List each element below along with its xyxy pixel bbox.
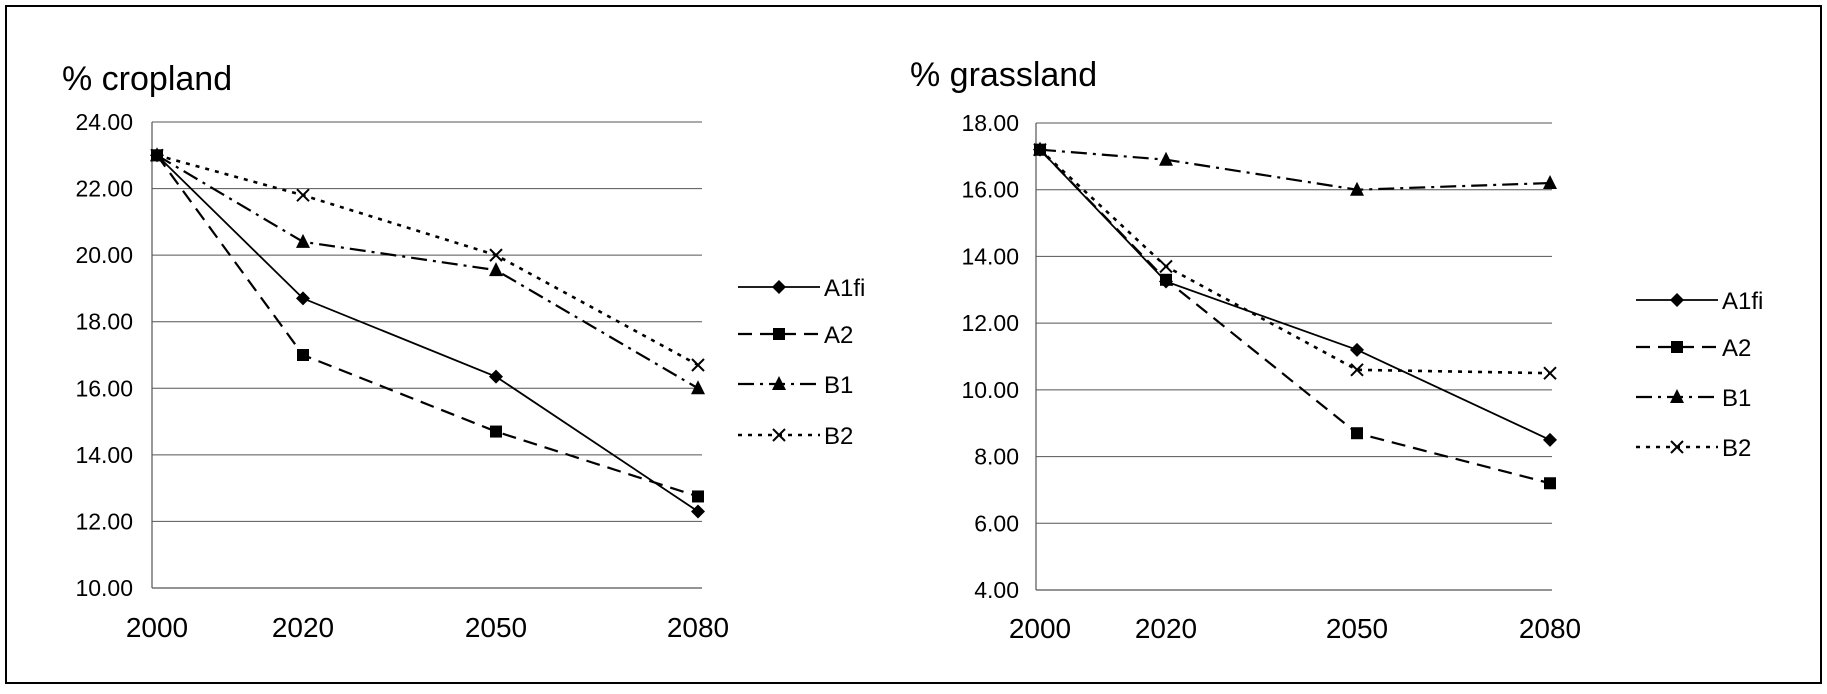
chart-title: % cropland	[62, 60, 232, 98]
y-tick-label: 14.00	[961, 243, 1019, 269]
legend-triangle-marker	[1670, 389, 1684, 403]
x-tick-label: 2080	[667, 612, 729, 643]
cross-marker	[1159, 259, 1173, 274]
x-tick-label: 2080	[1519, 613, 1581, 644]
y-tick-label: 22.00	[75, 176, 133, 202]
y-tick-label: 16.00	[75, 375, 133, 401]
triangle-marker	[296, 233, 310, 248]
diamond-marker	[296, 291, 310, 306]
legend-label: B1	[824, 372, 853, 399]
y-tick-label: 24.00	[75, 109, 133, 135]
legend-square-marker	[1671, 341, 1683, 353]
legend-cross-marker	[1670, 440, 1684, 454]
cross-marker	[489, 248, 503, 262]
x-tick-label: 2020	[272, 612, 334, 643]
outer-border	[5, 5, 1822, 684]
legend-label: A1fi	[1722, 288, 1763, 315]
series-line-b1	[156, 154, 699, 390]
diamond-marker	[1350, 342, 1364, 357]
square-marker	[1351, 427, 1363, 440]
series-line-b2	[1039, 148, 1551, 375]
legend-cross-marker	[772, 428, 786, 442]
cross-marker	[150, 148, 164, 162]
square-marker	[1160, 273, 1172, 286]
legend-diamond-marker	[772, 280, 786, 294]
legend-diamond-marker	[1670, 293, 1684, 307]
series-line-a2	[1039, 148, 1551, 485]
series-line-b2	[156, 154, 699, 367]
legend-triangle-marker	[772, 376, 786, 390]
x-tick-label: 2000	[126, 612, 188, 643]
y-tick-label: 16.00	[961, 177, 1019, 203]
square-marker	[490, 425, 502, 438]
y-tick-label: 18.00	[75, 309, 133, 335]
legend-square-marker	[773, 328, 785, 340]
series-line-b1	[1039, 148, 1551, 191]
legend-label: A2	[1722, 335, 1751, 362]
y-tick-label: 20.00	[75, 242, 133, 268]
legend-label: A1fi	[824, 275, 865, 302]
diamond-marker	[691, 504, 705, 519]
grassland-chart: % grassland 4.00 6.00 8.00 10.00 12.00 14.00 1…	[910, 56, 1763, 644]
diamond-marker	[1543, 432, 1557, 447]
legend-label: A2	[824, 322, 853, 349]
y-tick-label: 18.00	[961, 110, 1019, 136]
cross-marker	[1033, 142, 1047, 157]
legend-label: B1	[1722, 385, 1751, 412]
triangle-marker	[1159, 151, 1173, 166]
x-tick-label: 2050	[1326, 613, 1388, 644]
series-line-a2	[156, 154, 699, 498]
legend-label: B2	[824, 423, 853, 450]
triangle-marker	[691, 380, 705, 395]
cropland-chart: % cropland 10.00 12.00 14.00 16.00 18.00 20.0…	[62, 60, 865, 643]
x-tick-label: 2020	[1135, 613, 1197, 644]
legend-label: B2	[1722, 435, 1751, 462]
y-tick-label: 4.00	[974, 577, 1019, 603]
y-tick-label: 8.00	[974, 444, 1019, 470]
series-line-a1fi	[156, 154, 699, 513]
cross-marker	[691, 358, 705, 372]
cross-marker	[296, 188, 310, 202]
y-tick-label: 12.00	[961, 310, 1019, 336]
square-marker	[692, 490, 704, 503]
y-tick-label: 12.00	[75, 508, 133, 534]
y-tick-label: 10.00	[961, 377, 1019, 403]
cross-marker	[1350, 363, 1364, 377]
triangle-marker	[1543, 175, 1557, 190]
y-tick-label: 14.00	[75, 442, 133, 468]
square-marker	[297, 349, 309, 361]
y-tick-label: 10.00	[75, 575, 133, 601]
diamond-marker	[489, 369, 503, 384]
x-tick-label: 2000	[1009, 613, 1071, 644]
triangle-marker	[489, 262, 503, 277]
cross-marker	[1543, 366, 1557, 380]
triangle-marker	[1350, 181, 1364, 196]
y-tick-label: 6.00	[974, 510, 1019, 536]
x-tick-label: 2050	[465, 612, 527, 643]
square-marker	[1544, 477, 1556, 490]
chart-title: % grassland	[910, 56, 1097, 94]
